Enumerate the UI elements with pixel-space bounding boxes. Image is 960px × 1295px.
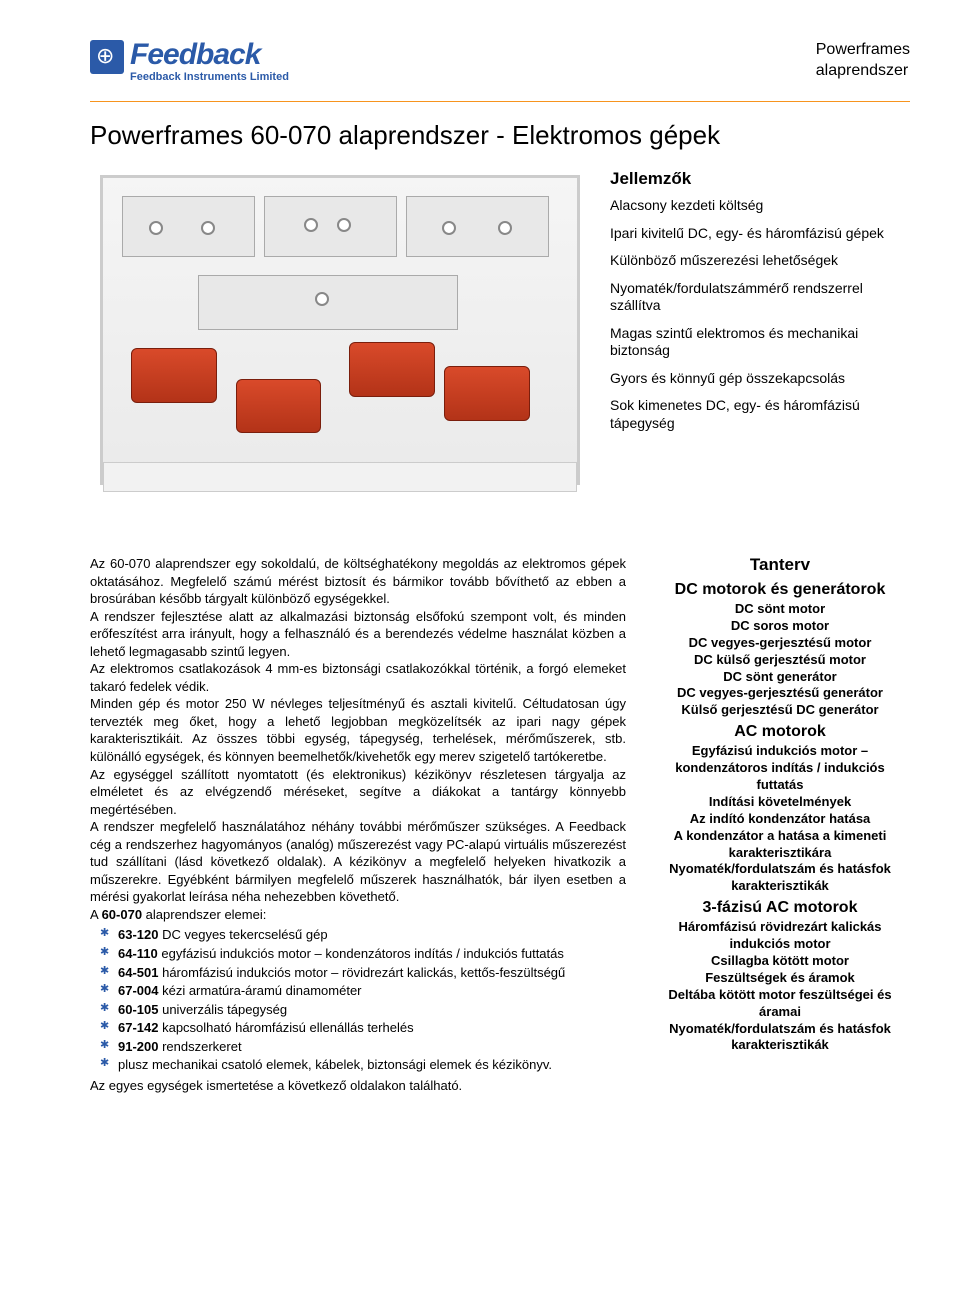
curriculum-group-title: AC motorok <box>650 723 910 741</box>
body-p3: Az elektromos csatlakozások 4 mm-es bizt… <box>90 660 626 695</box>
curriculum-item: Feszültségek és áramok <box>650 970 910 987</box>
curriculum-item: Nyomaték/fordulatszám és hatásfok karakt… <box>650 861 910 895</box>
header-line1: Powerframes <box>816 40 910 61</box>
logo-icon <box>90 40 124 74</box>
elements-label: A 60-070 alaprendszer elemei: <box>90 906 626 924</box>
curriculum-item: DC sönt generátor <box>650 669 910 686</box>
features-block: Jellemzők Alacsony kezdeti költség Ipari… <box>610 165 910 525</box>
list-item: plusz mechanikai csatoló elemek, kábelek… <box>104 1056 626 1074</box>
curriculum-heading: Tanterv <box>650 555 910 575</box>
curriculum-item: DC külső gerjesztésű motor <box>650 652 910 669</box>
list-item: 64-501 háromfázisú indukciós motor – röv… <box>104 964 626 982</box>
curriculum-item: Indítási követelmények <box>650 794 910 811</box>
list-item: 63-120 DC vegyes tekercselésű gép <box>104 926 626 944</box>
curriculum-group-title: DC motorok és generátorok <box>650 581 910 599</box>
curriculum-item: A kondenzátor a hatása a kimeneti karakt… <box>650 828 910 862</box>
list-item: 67-142 kapcsolható háromfázisú ellenállá… <box>104 1019 626 1037</box>
features-heading: Jellemzők <box>610 169 910 189</box>
curriculum: Tanterv DC motorok és generátorok DC sön… <box>650 555 910 1094</box>
feature-item: Magas szintű elektromos és mechanikai bi… <box>610 325 910 360</box>
curriculum-item: Háromfázisú rövidrezárt kalickás indukci… <box>650 919 910 953</box>
curriculum-item: Az indító kondenzátor hatása <box>650 811 910 828</box>
main-text: Az 60-070 alaprendszer egy sokoldalú, de… <box>90 555 626 1094</box>
feature-item: Sok kimenetes DC, egy- és háromfázisú tá… <box>610 397 910 432</box>
feature-item: Gyors és könnyű gép összekapcsolás <box>610 370 910 388</box>
body-p4: Minden gép és motor 250 W névleges telje… <box>90 695 626 765</box>
curriculum-item: DC vegyes-gerjesztésű generátor <box>650 685 910 702</box>
feature-item: Ipari kivitelű DC, egy- és háromfázisú g… <box>610 225 910 243</box>
page-title: Powerframes 60-070 alaprendszer - Elektr… <box>90 120 910 151</box>
feature-item: Különböző műszerezési lehetőségek <box>610 252 910 270</box>
body-closing: Az egyes egységek ismertetése a következ… <box>90 1077 626 1095</box>
elements-list: 63-120 DC vegyes tekercselésű gép 64-110… <box>90 926 626 1073</box>
logo-sub: Feedback Instruments Limited <box>130 72 289 83</box>
header-category: Powerframes alaprendszer <box>816 40 910 82</box>
body-p6: A rendszer megfelelő használatához néhán… <box>90 818 626 906</box>
page-header: Feedback Feedback Instruments Limited Po… <box>90 40 910 102</box>
list-item: 60-105 univerzális tápegység <box>104 1001 626 1019</box>
curriculum-item: Csillagba kötött motor <box>650 953 910 970</box>
logo: Feedback Feedback Instruments Limited <box>90 40 289 83</box>
list-item: 67-004 kézi armatúra-áramú dinamométer <box>104 982 626 1000</box>
body-p2: A rendszer fejlesztése alatt az alkalmaz… <box>90 608 626 661</box>
feature-item: Nyomaték/fordulatszámmérő rendszerrel sz… <box>610 280 910 315</box>
list-item: 64-110 egyfázisú indukciós motor – konde… <box>104 945 626 963</box>
curriculum-group-title: 3-fázisú AC motorok <box>650 899 910 917</box>
curriculum-item: Egyfázisú indukciós motor – kondenzátoro… <box>650 743 910 794</box>
curriculum-item: DC vegyes-gerjesztésű motor <box>650 635 910 652</box>
curriculum-item: Deltába kötött motor feszültségei és ára… <box>650 987 910 1021</box>
curriculum-item: Nyomaték/fordulatszám és hatásfok karakt… <box>650 1021 910 1055</box>
curriculum-item: DC sönt motor <box>650 601 910 618</box>
body-p1: Az 60-070 alaprendszer egy sokoldalú, de… <box>90 555 626 608</box>
curriculum-item: Külső gerjesztésű DC generátor <box>650 702 910 719</box>
body-p5: Az egységgel szállított nyomtatott (és e… <box>90 766 626 819</box>
list-item: 91-200 rendszerkeret <box>104 1038 626 1056</box>
logo-main: Feedback <box>130 40 289 70</box>
feature-item: Alacsony kezdeti költség <box>610 197 910 215</box>
header-line2: alaprendszer <box>816 61 910 82</box>
curriculum-item: DC soros motor <box>650 618 910 635</box>
product-image <box>90 165 590 525</box>
